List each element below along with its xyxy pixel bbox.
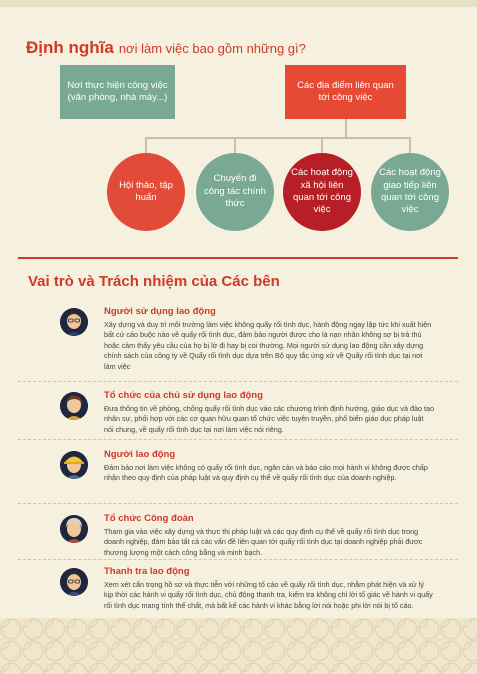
role-employer-organization: Tổ chức của chủ sử dụng lao động Đưa thô…	[0, 390, 477, 450]
connector-vertical-top	[345, 119, 347, 138]
role-trade-union-heading: Tổ chức Công đoàn	[104, 513, 194, 524]
role-employer-organization-text: Đưa thông tin về phòng, chống quấy rối t…	[104, 404, 434, 434]
role-divider-2	[18, 439, 458, 440]
role-labour-inspection-heading: Thanh tra lao động	[104, 566, 190, 577]
circle-communication-activities: Các hoạt động giao tiếp liên quan tới cô…	[371, 153, 449, 231]
decorative-pattern	[0, 618, 477, 674]
circle-workshops: Hội thảo, tập huấn	[107, 153, 185, 231]
section-divider	[18, 257, 458, 259]
definition-title: Định nghĩa nơi làm việc bao gồm những gì?	[26, 38, 306, 58]
circle-workshops-label: Hội thảo, tập huấn	[119, 179, 173, 203]
role-divider-4	[18, 559, 458, 560]
role-employee-heading: Người lao động	[104, 449, 176, 460]
role-employer-text: Xây dựng và duy trì môi trường làm việc …	[104, 320, 432, 371]
roles-section-title: Vai trò và Trách nhiệm của Các bên	[28, 273, 280, 290]
connector-drop-4	[409, 137, 411, 153]
circle-business-trips-label: Chuyến đi công tác chính thức	[204, 173, 266, 210]
employee-avatar-icon	[60, 451, 88, 479]
role-labour-inspection-text: Xem xét cẩn trọng hồ sơ và thực tiễn với…	[104, 580, 433, 610]
connector-horizontal	[145, 137, 411, 139]
labour-inspection-avatar-icon	[60, 568, 88, 596]
role-employer-organization-heading: Tổ chức của chủ sử dụng lao động	[104, 390, 263, 401]
role-employer-heading: Người sử dụng lao động	[104, 306, 216, 317]
role-employee: Người lao động Đảm bảo nơi làm việc khôn…	[0, 449, 477, 509]
workplace-box-label: Nơi thực hiện công việc (văn phòng, nhà …	[67, 79, 168, 103]
connector-drop-2	[234, 137, 236, 153]
circle-social-activities: Các hoạt động xã hội liên quan tới công …	[283, 153, 361, 231]
circle-business-trips: Chuyến đi công tác chính thức	[196, 153, 274, 231]
workplace-box: Nơi thực hiện công việc (văn phòng, nhà …	[60, 65, 175, 119]
circle-social-activities-label: Các hoạt động xã hội liên quan tới công …	[291, 167, 353, 216]
definition-title-strong: Định nghĩa	[26, 38, 114, 57]
role-trade-union-text: Tham gia vào việc xây dựng và thực thi p…	[104, 527, 423, 557]
role-divider-1	[18, 381, 458, 382]
top-strip	[0, 0, 477, 7]
work-related-locations-label: Các địa điểm liên quan tới công việc	[297, 79, 394, 103]
employer-organization-avatar-icon	[60, 392, 88, 420]
role-employer: Người sử dụng lao động Xây dựng và duy t…	[0, 306, 477, 376]
connector-drop-1	[145, 137, 147, 153]
role-trade-union: Tổ chức Công đoàn Tham gia vào việc xây …	[0, 513, 477, 573]
work-related-locations-box: Các địa điểm liên quan tới công việc	[285, 65, 406, 119]
trade-union-avatar-icon	[60, 515, 88, 543]
circle-communication-activities-label: Các hoạt động giao tiếp liên quan tới cô…	[379, 167, 441, 216]
definition-title-light: nơi làm việc bao gồm những gì?	[118, 41, 306, 56]
role-employee-text: Đảm bảo nơi làm việc không có quấy rối t…	[104, 463, 428, 483]
employer-avatar-icon	[60, 308, 88, 336]
role-divider-3	[18, 503, 458, 504]
role-labour-inspection: Thanh tra lao động Xem xét cẩn trọng hồ …	[0, 566, 477, 626]
connector-drop-3	[321, 137, 323, 153]
